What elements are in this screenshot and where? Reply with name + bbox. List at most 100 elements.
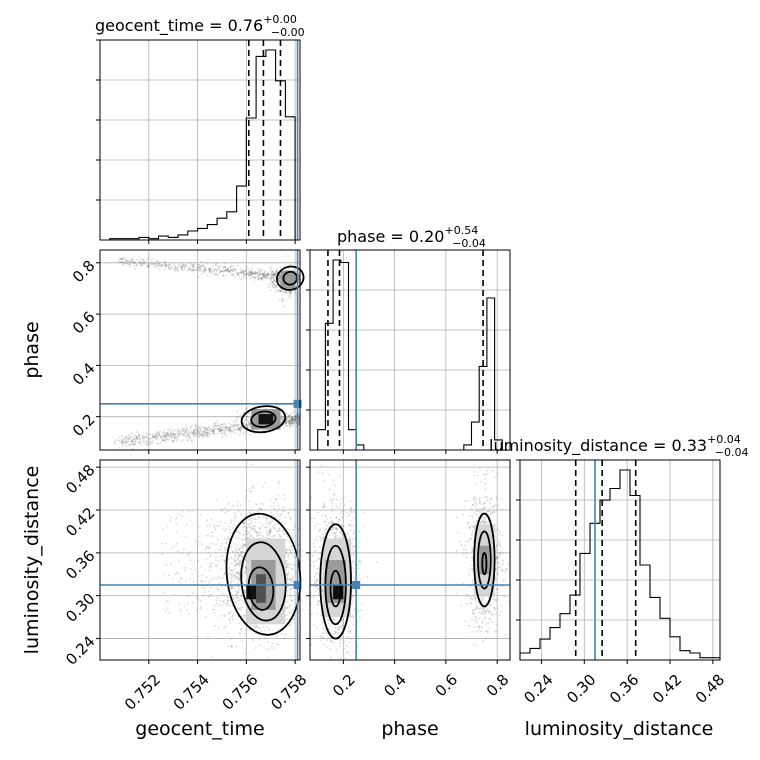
- scatter-point: [240, 272, 243, 275]
- scatter-point: [212, 429, 215, 432]
- scatter-point: [192, 592, 194, 595]
- scatter-point: [234, 267, 236, 270]
- scatter-point: [293, 508, 296, 511]
- scatter-point: [244, 591, 246, 594]
- scatter-point: [199, 580, 202, 583]
- scatter-point: [287, 416, 290, 418]
- scatter-point: [225, 541, 228, 544]
- scatter-point: [187, 434, 189, 437]
- scatter-point: [242, 411, 245, 414]
- scatter-point: [298, 412, 300, 415]
- scatter-point: [194, 539, 197, 542]
- scatter-point: [257, 278, 260, 281]
- scatter-point: [177, 268, 180, 271]
- scatter-point: [292, 419, 295, 422]
- scatter-point: [331, 522, 334, 525]
- scatter-point: [224, 427, 227, 429]
- scatter-point: [266, 272, 269, 275]
- scatter-point: [236, 427, 239, 430]
- scatter-point: [207, 534, 210, 537]
- scatter-point: [122, 263, 124, 266]
- scatter-point: [267, 283, 270, 286]
- scatter-point: [273, 273, 276, 276]
- scatter-point: [291, 415, 294, 418]
- scatter-point: [291, 420, 294, 422]
- scatter-point: [317, 471, 320, 474]
- scatter-point: [136, 258, 138, 261]
- scatter-point: [189, 519, 192, 522]
- scatter-point: [489, 502, 492, 505]
- scatter-point: [136, 435, 139, 438]
- scatter-point: [229, 429, 232, 432]
- scatter-point: [170, 267, 172, 269]
- scatter-point: [275, 269, 278, 271]
- scatter-point: [227, 267, 230, 270]
- scatter-point: [334, 627, 337, 629]
- scatter-point: [128, 260, 131, 262]
- scatter-point: [216, 525, 219, 527]
- scatter-point: [294, 417, 296, 420]
- scatter-point: [277, 527, 280, 530]
- scatter-point: [210, 655, 213, 658]
- scatter-point: [139, 264, 142, 266]
- scatter-point: [213, 612, 216, 614]
- scatter-point: [288, 417, 291, 420]
- scatter-point: [130, 438, 133, 441]
- scatter-point: [158, 433, 161, 435]
- scatter-point: [152, 258, 155, 260]
- scatter-point: [178, 602, 181, 605]
- scatter-point: [326, 646, 328, 649]
- scatter-point: [248, 420, 251, 423]
- scatter-point: [198, 266, 201, 269]
- scatter-point: [268, 628, 270, 631]
- scatter-point: [266, 531, 269, 534]
- scatter-point: [273, 280, 276, 282]
- scatter-point: [269, 532, 272, 535]
- scatter-point: [171, 439, 173, 442]
- scatter-point: [276, 271, 279, 274]
- scatter-point: [237, 599, 240, 602]
- scatter-point: [167, 264, 170, 267]
- scatter-point: [353, 509, 356, 512]
- scatter-point: [208, 425, 210, 428]
- scatter-point: [229, 271, 232, 274]
- scatter-point: [221, 558, 224, 561]
- scatter-point: [234, 553, 237, 555]
- scatter-point: [240, 551, 243, 553]
- scatter-point: [257, 267, 259, 270]
- scatter-point: [171, 434, 174, 437]
- scatter-point: [275, 272, 278, 274]
- scatter-point: [329, 640, 332, 643]
- scatter-point: [209, 524, 212, 526]
- scatter-point: [256, 626, 259, 629]
- scatter-point: [198, 430, 201, 433]
- scatter-point: [496, 472, 499, 475]
- scatter-point: [315, 573, 317, 575]
- scatter-point: [236, 577, 239, 579]
- scatter-point: [245, 424, 248, 426]
- scatter-point: [178, 265, 181, 268]
- scatter-point: [298, 281, 300, 284]
- grid-layer: [100, 39, 720, 660]
- scatter-point: [245, 490, 248, 492]
- scatter-point: [275, 529, 278, 532]
- scatter-point: [167, 432, 170, 435]
- scatter-point: [246, 424, 249, 427]
- scatter-point: [239, 426, 242, 428]
- scatter-point: [218, 604, 221, 606]
- scatter-point: [245, 265, 248, 268]
- scatter-point: [496, 498, 499, 501]
- scatter-point: [318, 545, 321, 548]
- scatter-point: [289, 420, 292, 423]
- scatter-point: [324, 629, 326, 631]
- scatter-point: [200, 265, 203, 267]
- scatter-point: [190, 568, 192, 570]
- scatter-point: [247, 268, 250, 270]
- scatter-point: [494, 530, 497, 533]
- scatter-point: [285, 299, 288, 301]
- scatter-point: [134, 261, 137, 264]
- scatter-point: [208, 595, 211, 598]
- scatter-point: [234, 431, 237, 434]
- scatter-point: [491, 470, 494, 473]
- scatter-point: [191, 572, 193, 575]
